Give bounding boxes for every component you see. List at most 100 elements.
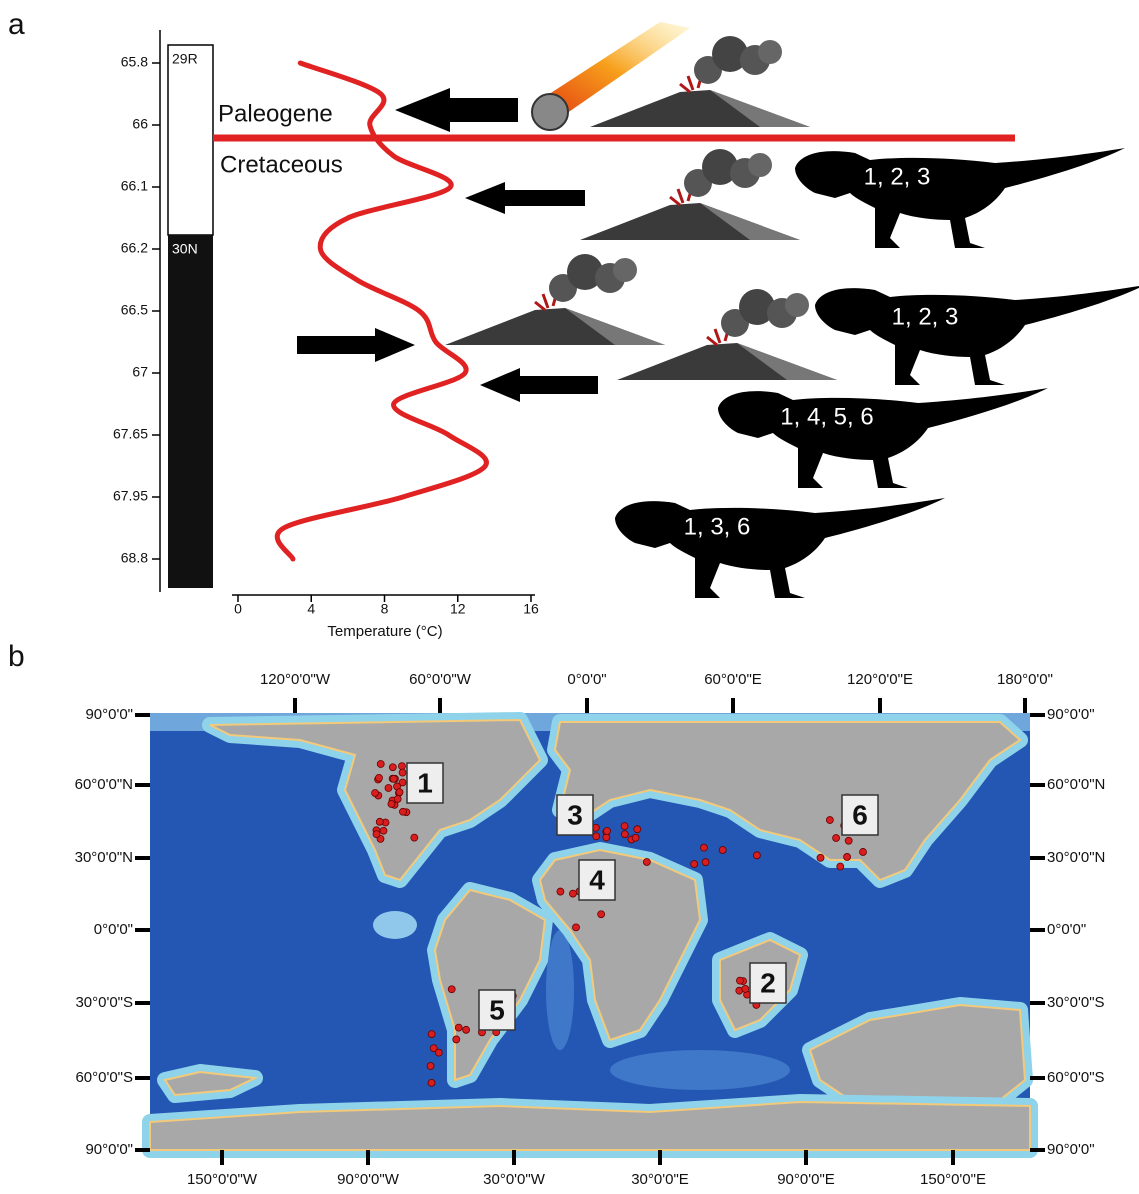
y-tick-label: 65.8: [121, 54, 148, 70]
panel-label: b: [8, 640, 25, 673]
fossil-site: [448, 986, 455, 993]
dinosaur-label: 1, 2, 3: [892, 303, 959, 330]
map-label: 90°0'0": [85, 1141, 133, 1158]
fossil-site: [463, 1026, 470, 1033]
region-label: 4: [589, 864, 605, 895]
fossil-site: [736, 977, 743, 984]
arrow: [395, 88, 518, 132]
map-label: 60°0'0"N: [75, 776, 133, 793]
figure: a b 29R 30N Paleogene Cretaceous 1, 2, 3…: [0, 0, 1139, 1194]
map-label: 150°0'0"W: [187, 1171, 258, 1188]
map-label: 0°0'0": [1047, 921, 1086, 938]
period-label: Paleogene: [218, 100, 333, 127]
dinosaur-label: 1, 4, 5, 6: [780, 403, 873, 430]
x-tick-label: 0: [234, 601, 242, 617]
ocean-ridge: [546, 930, 574, 1050]
y-tick-label: 67.65: [113, 426, 148, 442]
fossil-site: [573, 924, 580, 931]
polarity-label: 29R: [172, 51, 198, 67]
volcano: [580, 149, 800, 240]
fossil-site: [844, 853, 851, 860]
map-label: 30°0'0"S: [75, 994, 133, 1011]
fossil-site: [388, 801, 395, 808]
fossil-site: [453, 1036, 460, 1043]
fossil-site: [621, 831, 628, 838]
region-label: 5: [489, 994, 505, 1025]
fossil-site: [427, 1063, 434, 1070]
fossil-site: [372, 789, 379, 796]
y-tick-label: 66.5: [121, 302, 148, 318]
map-label: 90°0'0": [85, 706, 133, 723]
fossil-site: [632, 834, 639, 841]
fossil-site: [375, 774, 382, 781]
map-label: 150°0'0"E: [920, 1171, 986, 1188]
dinosaur: [615, 498, 945, 598]
y-tick-label: 66: [132, 116, 148, 132]
map-label: 90°0'0"E: [777, 1171, 835, 1188]
map-label: 30°0'0"N: [75, 849, 133, 866]
map-label: 90°0'0"W: [337, 1171, 400, 1188]
fossil-site: [833, 834, 840, 841]
fossil-site: [377, 761, 384, 768]
fossil-site: [598, 911, 605, 918]
map-label: 60°0'0"W: [409, 671, 472, 688]
ocean-shelf: [373, 911, 417, 939]
fossil-site: [753, 852, 760, 859]
map-label: 120°0'0"W: [260, 671, 331, 688]
fossil-site: [398, 763, 405, 770]
meteor: [532, 94, 568, 130]
dinosaur: [815, 285, 1139, 385]
fossil-site: [603, 834, 610, 841]
y-tick-label: 66.2: [121, 240, 148, 256]
fossil-site: [700, 844, 707, 851]
dinosaur-label: 1, 3, 6: [684, 513, 751, 540]
fossil-site: [569, 890, 576, 897]
polarity-normal: [168, 45, 213, 235]
fossil-site: [428, 1031, 435, 1038]
map-label: 90°0'0": [1047, 1141, 1095, 1158]
fossil-site: [860, 848, 867, 855]
fossil-site: [837, 863, 844, 870]
polarity-label: 30N: [172, 241, 198, 257]
map-label: 30°0'0"E: [631, 1171, 689, 1188]
fossil-site: [826, 817, 833, 824]
fossil-site: [376, 818, 383, 825]
map-label: 60°0'0"E: [704, 671, 762, 688]
map-label: 0°0'0": [567, 671, 606, 688]
map-label: 60°0'0"S: [1047, 1069, 1105, 1086]
y-tick-label: 66.1: [121, 178, 148, 194]
x-axis-title: Temperature (°C): [327, 623, 442, 640]
map-label: 30°0'0"S: [1047, 994, 1105, 1011]
fossil-site: [373, 831, 380, 838]
fossil-site: [845, 837, 852, 844]
map-label: 60°0'0"N: [1047, 776, 1105, 793]
fossil-site: [634, 826, 641, 833]
y-tick-label: 67: [132, 364, 148, 380]
region-label: 1: [417, 767, 433, 798]
fossil-site: [593, 833, 600, 840]
fossil-site: [742, 985, 749, 992]
volcano: [445, 254, 665, 345]
ocean-ridge: [610, 1050, 790, 1090]
x-tick-label: 8: [381, 601, 389, 617]
fossil-site: [604, 828, 611, 835]
fossil-site: [394, 795, 401, 802]
fossil-site: [643, 858, 650, 865]
dinosaur: [795, 148, 1125, 248]
fossil-site: [435, 1049, 442, 1056]
map-label: 180°0'0": [997, 671, 1053, 688]
fossil-site: [389, 764, 396, 771]
fossil-site: [428, 1079, 435, 1086]
map-label: 120°0'0"E: [847, 671, 913, 688]
arrow: [297, 328, 415, 362]
map-label: 30°0'0"W: [483, 1171, 546, 1188]
panel-label: a: [8, 8, 25, 41]
x-tick-label: 12: [450, 601, 466, 617]
region-label: 6: [852, 799, 868, 830]
fossil-site: [385, 785, 392, 792]
region-label: 2: [760, 967, 776, 998]
fossil-site: [399, 808, 406, 815]
fossil-site: [380, 827, 387, 834]
fossil-site: [691, 861, 698, 868]
